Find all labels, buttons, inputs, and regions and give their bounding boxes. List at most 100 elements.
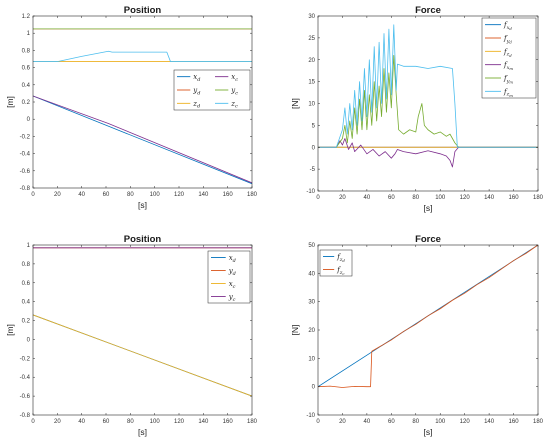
y-tick-label: -0.4 bbox=[20, 152, 31, 158]
x-axis-label: [s] bbox=[138, 427, 147, 437]
x-tick-label: 60 bbox=[388, 195, 395, 201]
y-tick-label: 25 bbox=[308, 36, 315, 42]
series-line-f_zm bbox=[318, 24, 538, 148]
chart-f2: 0 20 40 60 80 100 120 140 160 180-1001020304050Fo… bbox=[290, 234, 544, 437]
x-tick-label: 160 bbox=[509, 195, 520, 201]
legend: xd yd zd xc yc zc bbox=[173, 69, 251, 111]
x-axis-label: [s] bbox=[138, 200, 147, 210]
y-tick-label: 30 bbox=[308, 14, 315, 20]
x-tick-label: 40 bbox=[78, 419, 85, 425]
legend-label-f_xm: fxm bbox=[503, 61, 513, 71]
chart-title: Force bbox=[415, 234, 441, 245]
x-tick-label: 100 bbox=[435, 419, 446, 425]
x-tick-label: 0 bbox=[31, 192, 35, 198]
y-tick-label: 0 bbox=[312, 385, 316, 391]
chart-p1: 0 20 40 60 80 100 120 140 160 180 -0.8 -0.6 -0.4 -0.2… bbox=[5, 5, 258, 210]
chart-title: Position bbox=[124, 234, 162, 245]
x-tick-label: 20 bbox=[54, 419, 61, 425]
x-tick-label: 80 bbox=[127, 419, 134, 425]
y-tick-label: 20 bbox=[308, 58, 315, 64]
x-tick-label: 0 bbox=[316, 195, 320, 201]
legend: fxd fyd fzd fxm fym fzm bbox=[481, 17, 537, 99]
legend-label-y_c: yc bbox=[230, 87, 238, 97]
y-tick-label: -0.2 bbox=[20, 134, 31, 140]
chart-title: Force bbox=[415, 5, 441, 16]
legend-label-f_ym: fym bbox=[503, 75, 513, 85]
y-tick-label: -0.8 bbox=[20, 413, 31, 419]
x-tick-label: 180 bbox=[247, 419, 258, 425]
legend-label-f_xd: fxd bbox=[503, 21, 512, 31]
x-tick-label: 160 bbox=[509, 419, 520, 425]
x-tick-label: 80 bbox=[412, 195, 419, 201]
y-tick-label: -0.2 bbox=[20, 356, 31, 362]
x-tick-label: 140 bbox=[484, 195, 495, 201]
legend-label-x_c: xc bbox=[229, 280, 236, 290]
series-line-f_zc bbox=[318, 245, 538, 388]
y-tick-label: 0 bbox=[312, 145, 316, 151]
series-group bbox=[33, 28, 252, 185]
x-tick-label: 100 bbox=[150, 192, 161, 198]
x-tick-label: 140 bbox=[484, 419, 495, 425]
legend-label-z_c: zc bbox=[230, 100, 238, 110]
x-tick-label: 40 bbox=[364, 419, 371, 425]
legend-box bbox=[207, 250, 251, 304]
x-tick-label: 80 bbox=[127, 192, 134, 198]
chart-f1: 0 20 40 60 80 100 120 140 160 180 -10 -5 0 5 10 15 20 25 3… bbox=[290, 5, 544, 213]
x-tick-label: 180 bbox=[533, 195, 544, 201]
y-tick-label: 20 bbox=[308, 328, 315, 334]
y-tick-label: -0.6 bbox=[20, 169, 31, 175]
series-line-x_c bbox=[33, 314, 252, 397]
x-tick-label: 20 bbox=[339, 419, 346, 425]
y-axis-label: [m] bbox=[5, 324, 15, 336]
x-tick-label: 40 bbox=[364, 195, 371, 201]
y-axis-label: [N] bbox=[290, 325, 300, 336]
legend-label-z_d: zd bbox=[192, 100, 200, 110]
y-tick-label: 1 bbox=[27, 243, 31, 249]
x-tick-label: 20 bbox=[339, 195, 346, 201]
legend-label-y_c: yc bbox=[228, 293, 236, 303]
y-tick-label: 1.2 bbox=[22, 14, 31, 20]
x-tick-label: 120 bbox=[460, 419, 471, 425]
y-axis-label: [m] bbox=[5, 96, 15, 108]
legend-label-f_zc: fzc bbox=[336, 266, 345, 276]
y-tick-label: -10 bbox=[306, 413, 315, 419]
series-line-x_d bbox=[33, 95, 252, 185]
x-tick-label: 60 bbox=[103, 192, 110, 198]
x-tick-label: 120 bbox=[460, 195, 471, 201]
series-group bbox=[318, 24, 538, 168]
x-tick-label: 40 bbox=[78, 192, 85, 198]
legend-label-f_yd: fyd bbox=[503, 35, 512, 45]
x-tick-label: 140 bbox=[198, 419, 209, 425]
y-tick-label: 40 bbox=[308, 271, 315, 277]
series-line-x_c bbox=[33, 95, 252, 184]
legend: xd yd xc yc bbox=[207, 250, 251, 304]
chart-p2: 0 20 40 60 80 100 120 140 160 180 -0.8 -0.6 -0.4 -0.2… bbox=[5, 234, 258, 437]
legend-box bbox=[481, 17, 537, 99]
legend-label-y_d: yd bbox=[228, 267, 236, 277]
chart-title: Position bbox=[124, 5, 162, 16]
y-tick-label: 0 bbox=[27, 337, 31, 343]
series-line-f_ym bbox=[318, 54, 538, 148]
x-tick-label: 160 bbox=[223, 419, 234, 425]
x-tick-label: 140 bbox=[198, 192, 209, 198]
legend-label-x_d: xd bbox=[229, 254, 236, 264]
x-tick-label: 180 bbox=[533, 419, 544, 425]
legend-label-f_zm: fzm bbox=[503, 88, 513, 98]
x-tick-label: 100 bbox=[435, 195, 446, 201]
series-line-z_c bbox=[33, 50, 252, 62]
x-tick-label: 60 bbox=[103, 419, 110, 425]
y-tick-label: 0.4 bbox=[22, 83, 31, 89]
x-tick-label: 120 bbox=[174, 192, 185, 198]
y-axis-label: [N] bbox=[290, 98, 300, 109]
legend-label-x_c: xc bbox=[231, 73, 238, 83]
y-tick-label: 0 bbox=[27, 117, 31, 123]
x-tick-label: 20 bbox=[54, 192, 61, 198]
series-line-f_xm bbox=[318, 138, 538, 168]
y-tick-label: 0.4 bbox=[22, 300, 31, 306]
y-tick-label: 10 bbox=[308, 356, 315, 362]
x-axis-label: [s] bbox=[424, 203, 433, 213]
x-tick-label: 100 bbox=[150, 419, 161, 425]
legend-label-y_d: yd bbox=[192, 87, 200, 97]
x-axis-label: [s] bbox=[424, 427, 433, 437]
